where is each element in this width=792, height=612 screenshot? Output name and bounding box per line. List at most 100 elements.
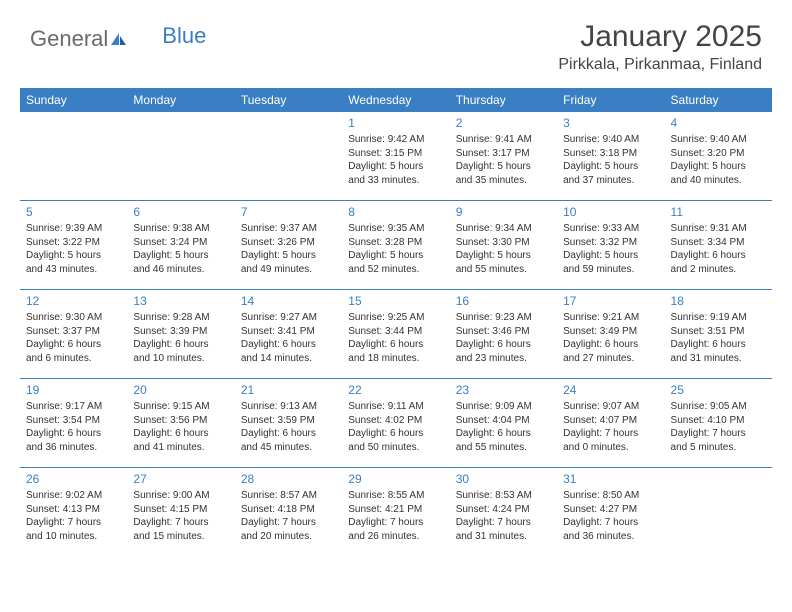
daylight-text: and 59 minutes. bbox=[563, 263, 658, 277]
sunrise-text: Sunrise: 9:35 AM bbox=[348, 222, 443, 236]
sunset-text: Sunset: 4:07 PM bbox=[563, 414, 658, 428]
daylight-text: and 0 minutes. bbox=[563, 441, 658, 455]
sunrise-text: Sunrise: 9:25 AM bbox=[348, 311, 443, 325]
day-number: 4 bbox=[671, 115, 766, 131]
day-number: 13 bbox=[133, 293, 228, 309]
day-cell: 9Sunrise: 9:34 AMSunset: 3:30 PMDaylight… bbox=[450, 201, 557, 289]
sunrise-text: Sunrise: 9:37 AM bbox=[241, 222, 336, 236]
daylight-text: and 6 minutes. bbox=[26, 352, 121, 366]
sunset-text: Sunset: 4:02 PM bbox=[348, 414, 443, 428]
daylight-text: Daylight: 7 hours bbox=[348, 516, 443, 530]
day-cell: 7Sunrise: 9:37 AMSunset: 3:26 PMDaylight… bbox=[235, 201, 342, 289]
brand-logo: General Blue bbox=[30, 26, 206, 52]
sunset-text: Sunset: 3:15 PM bbox=[348, 147, 443, 161]
daylight-text: and 43 minutes. bbox=[26, 263, 121, 277]
location-subtitle: Pirkkala, Pirkanmaa, Finland bbox=[558, 56, 762, 74]
sunrise-text: Sunrise: 9:39 AM bbox=[26, 222, 121, 236]
weeks-container: 1Sunrise: 9:42 AMSunset: 3:15 PMDaylight… bbox=[20, 112, 772, 556]
sunset-text: Sunset: 3:18 PM bbox=[563, 147, 658, 161]
sunrise-text: Sunrise: 9:19 AM bbox=[671, 311, 766, 325]
sunrise-text: Sunrise: 9:09 AM bbox=[456, 400, 551, 414]
daylight-text: and 26 minutes. bbox=[348, 530, 443, 544]
day-cell: 24Sunrise: 9:07 AMSunset: 4:07 PMDayligh… bbox=[557, 379, 664, 467]
day-number: 8 bbox=[348, 204, 443, 220]
sunset-text: Sunset: 3:28 PM bbox=[348, 236, 443, 250]
daylight-text: Daylight: 6 hours bbox=[241, 427, 336, 441]
day-cell: 1Sunrise: 9:42 AMSunset: 3:15 PMDaylight… bbox=[342, 112, 449, 200]
daylight-text: Daylight: 6 hours bbox=[348, 338, 443, 352]
day-number: 2 bbox=[456, 115, 551, 131]
daylight-text: Daylight: 7 hours bbox=[26, 516, 121, 530]
daylight-text: and 20 minutes. bbox=[241, 530, 336, 544]
daylight-text: Daylight: 6 hours bbox=[456, 338, 551, 352]
sunrise-text: Sunrise: 9:13 AM bbox=[241, 400, 336, 414]
week-row: 26Sunrise: 9:02 AMSunset: 4:13 PMDayligh… bbox=[20, 468, 772, 556]
day-cell: 25Sunrise: 9:05 AMSunset: 4:10 PMDayligh… bbox=[665, 379, 772, 467]
sunrise-text: Sunrise: 9:38 AM bbox=[133, 222, 228, 236]
daylight-text: Daylight: 5 hours bbox=[26, 249, 121, 263]
week-row: 1Sunrise: 9:42 AMSunset: 3:15 PMDaylight… bbox=[20, 112, 772, 201]
day-cell: 12Sunrise: 9:30 AMSunset: 3:37 PMDayligh… bbox=[20, 290, 127, 378]
daylight-text: and 40 minutes. bbox=[671, 174, 766, 188]
day-number: 3 bbox=[563, 115, 658, 131]
sunrise-text: Sunrise: 9:28 AM bbox=[133, 311, 228, 325]
sunset-text: Sunset: 3:22 PM bbox=[26, 236, 121, 250]
daylight-text: Daylight: 5 hours bbox=[456, 249, 551, 263]
daylight-text: and 27 minutes. bbox=[563, 352, 658, 366]
sunset-text: Sunset: 3:32 PM bbox=[563, 236, 658, 250]
day-number: 9 bbox=[456, 204, 551, 220]
calendar: Sunday Monday Tuesday Wednesday Thursday… bbox=[20, 88, 772, 556]
daylight-text: and 2 minutes. bbox=[671, 263, 766, 277]
daylight-text: Daylight: 7 hours bbox=[563, 427, 658, 441]
day-number: 12 bbox=[26, 293, 121, 309]
week-row: 12Sunrise: 9:30 AMSunset: 3:37 PMDayligh… bbox=[20, 290, 772, 379]
weekday-header: Saturday bbox=[665, 88, 772, 112]
title-block: January 2025 Pirkkala, Pirkanmaa, Finlan… bbox=[558, 20, 762, 74]
sunset-text: Sunset: 3:37 PM bbox=[26, 325, 121, 339]
sunset-text: Sunset: 3:26 PM bbox=[241, 236, 336, 250]
sunrise-text: Sunrise: 9:05 AM bbox=[671, 400, 766, 414]
day-cell: 16Sunrise: 9:23 AMSunset: 3:46 PMDayligh… bbox=[450, 290, 557, 378]
daylight-text: and 15 minutes. bbox=[133, 530, 228, 544]
day-cell: 11Sunrise: 9:31 AMSunset: 3:34 PMDayligh… bbox=[665, 201, 772, 289]
daylight-text: and 46 minutes. bbox=[133, 263, 228, 277]
sail-icon bbox=[110, 32, 128, 46]
sunset-text: Sunset: 3:49 PM bbox=[563, 325, 658, 339]
sunset-text: Sunset: 4:10 PM bbox=[671, 414, 766, 428]
day-cell: 14Sunrise: 9:27 AMSunset: 3:41 PMDayligh… bbox=[235, 290, 342, 378]
day-number: 27 bbox=[133, 471, 228, 487]
daylight-text: and 49 minutes. bbox=[241, 263, 336, 277]
sunrise-text: Sunrise: 9:21 AM bbox=[563, 311, 658, 325]
day-cell: 15Sunrise: 9:25 AMSunset: 3:44 PMDayligh… bbox=[342, 290, 449, 378]
sunset-text: Sunset: 4:21 PM bbox=[348, 503, 443, 517]
sunset-text: Sunset: 4:13 PM bbox=[26, 503, 121, 517]
sunset-text: Sunset: 4:18 PM bbox=[241, 503, 336, 517]
brand-name-1: General bbox=[30, 26, 108, 52]
sunset-text: Sunset: 3:39 PM bbox=[133, 325, 228, 339]
day-number: 6 bbox=[133, 204, 228, 220]
daylight-text: and 35 minutes. bbox=[456, 174, 551, 188]
empty-cell bbox=[235, 112, 342, 200]
daylight-text: and 10 minutes. bbox=[26, 530, 121, 544]
daylight-text: and 10 minutes. bbox=[133, 352, 228, 366]
day-cell: 31Sunrise: 8:50 AMSunset: 4:27 PMDayligh… bbox=[557, 468, 664, 556]
sunrise-text: Sunrise: 9:00 AM bbox=[133, 489, 228, 503]
day-cell: 3Sunrise: 9:40 AMSunset: 3:18 PMDaylight… bbox=[557, 112, 664, 200]
weekday-header: Wednesday bbox=[342, 88, 449, 112]
daylight-text: Daylight: 7 hours bbox=[456, 516, 551, 530]
sunset-text: Sunset: 3:41 PM bbox=[241, 325, 336, 339]
day-number: 18 bbox=[671, 293, 766, 309]
day-number: 11 bbox=[671, 204, 766, 220]
day-cell: 10Sunrise: 9:33 AMSunset: 3:32 PMDayligh… bbox=[557, 201, 664, 289]
day-cell: 29Sunrise: 8:55 AMSunset: 4:21 PMDayligh… bbox=[342, 468, 449, 556]
daylight-text: and 52 minutes. bbox=[348, 263, 443, 277]
sunrise-text: Sunrise: 8:50 AM bbox=[563, 489, 658, 503]
daylight-text: Daylight: 7 hours bbox=[133, 516, 228, 530]
empty-cell bbox=[127, 112, 234, 200]
daylight-text: Daylight: 5 hours bbox=[456, 160, 551, 174]
day-cell: 13Sunrise: 9:28 AMSunset: 3:39 PMDayligh… bbox=[127, 290, 234, 378]
day-number: 14 bbox=[241, 293, 336, 309]
sunrise-text: Sunrise: 9:31 AM bbox=[671, 222, 766, 236]
daylight-text: Daylight: 6 hours bbox=[133, 427, 228, 441]
sunset-text: Sunset: 3:24 PM bbox=[133, 236, 228, 250]
